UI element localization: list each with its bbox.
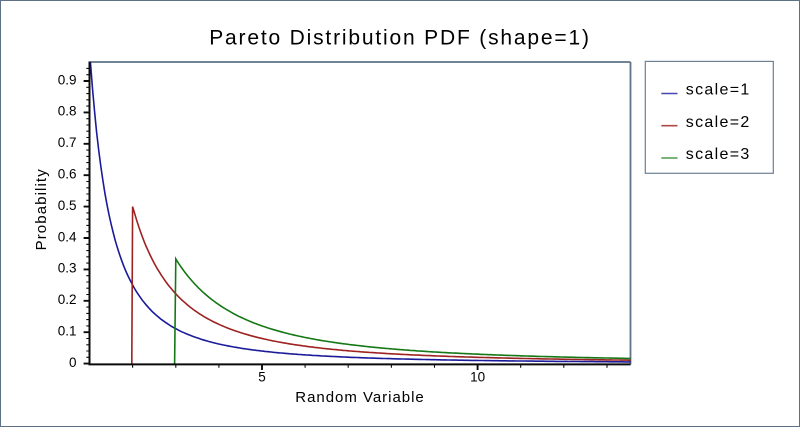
svg-text:5: 5	[258, 370, 266, 385]
svg-text:Random Variable: Random Variable	[295, 389, 425, 406]
svg-text:0.4: 0.4	[58, 229, 77, 244]
svg-text:Pareto Distribution PDF (shape: Pareto Distribution PDF (shape=1)	[209, 27, 591, 50]
svg-text:0.9: 0.9	[58, 72, 77, 87]
svg-text:0.6: 0.6	[58, 167, 77, 182]
svg-text:Probability: Probability	[33, 168, 50, 250]
svg-text:0.1: 0.1	[58, 324, 77, 339]
svg-text:scale=2: scale=2	[686, 114, 751, 131]
svg-text:scale=1: scale=1	[686, 81, 751, 98]
svg-text:scale=3: scale=3	[686, 146, 751, 163]
svg-text:10: 10	[470, 370, 485, 385]
svg-text:0.5: 0.5	[58, 198, 77, 213]
svg-text:0.8: 0.8	[58, 104, 77, 119]
svg-text:0: 0	[69, 355, 77, 370]
svg-text:0.2: 0.2	[58, 292, 77, 307]
svg-text:0.7: 0.7	[58, 135, 77, 150]
svg-text:0.3: 0.3	[58, 261, 77, 276]
